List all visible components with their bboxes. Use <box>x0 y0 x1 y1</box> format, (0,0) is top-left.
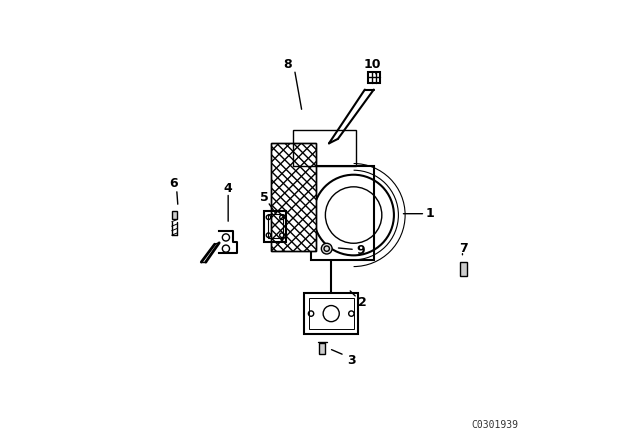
Bar <box>271 143 316 251</box>
Bar <box>305 293 358 334</box>
Text: 1: 1 <box>426 207 434 220</box>
Bar <box>460 262 467 276</box>
Text: 4: 4 <box>224 181 232 195</box>
Bar <box>309 298 354 329</box>
Text: 10: 10 <box>364 58 381 72</box>
Bar <box>293 130 356 166</box>
Text: C0301939: C0301939 <box>471 420 518 430</box>
Text: 3: 3 <box>347 354 356 367</box>
Bar <box>319 343 325 354</box>
Text: 6: 6 <box>169 177 178 190</box>
Text: 8: 8 <box>283 58 292 72</box>
Circle shape <box>321 243 332 254</box>
Text: 2: 2 <box>358 296 367 309</box>
Text: 5: 5 <box>260 190 268 204</box>
Bar <box>268 214 283 238</box>
Bar <box>271 143 316 251</box>
Text: 7: 7 <box>459 242 468 255</box>
Bar <box>264 211 287 242</box>
Text: 9: 9 <box>356 244 365 258</box>
Bar <box>172 211 177 219</box>
Bar <box>369 72 380 83</box>
